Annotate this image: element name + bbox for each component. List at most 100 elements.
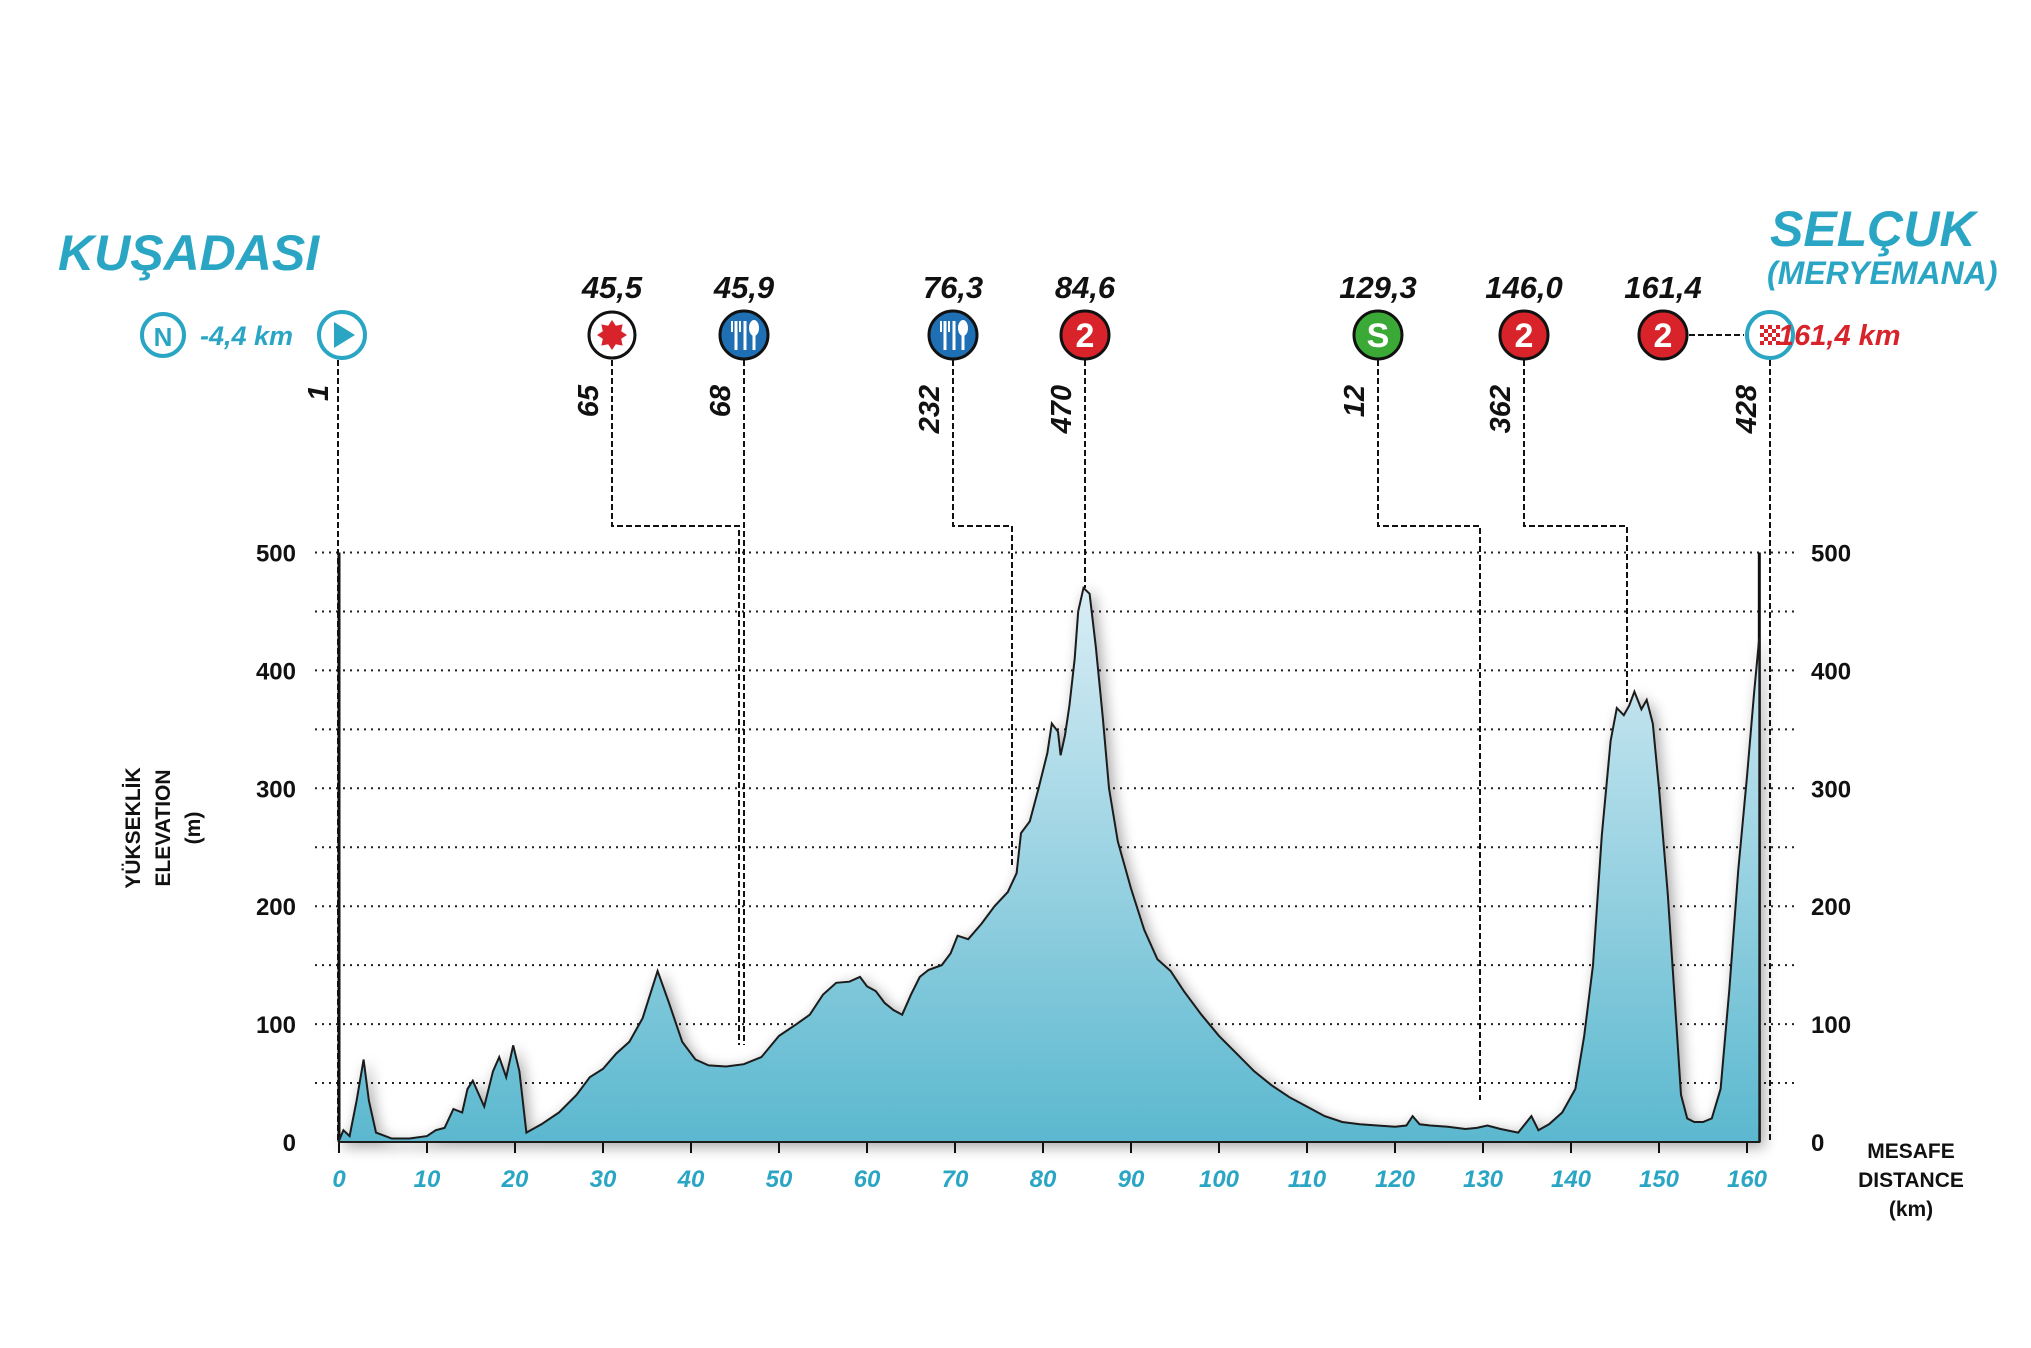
markers: 1 45,5 65 45,9 68 76,3 232 2 84,6 470 S 129,3 12 2 146… [303,270,1795,1142]
y-tick-label-left: 100 [256,1012,296,1039]
play-triangle [334,322,355,348]
start-altitude-label: 1 [303,385,335,401]
checker-square [1776,333,1780,337]
kom-cat2-icon: 2 [1059,309,1111,361]
neutral-distance: -4,4 km [200,321,293,351]
x-tick-label: 80 [1030,1166,1057,1193]
y-axis-right: 0 100 200 300 400 500 [1811,541,1851,1158]
spoon-bowl [958,320,968,336]
y-tick-label-right: 300 [1811,776,1851,803]
checker-square [1760,333,1764,337]
badge-circle [1059,309,1111,361]
kom2-leader-line [1523,360,1628,702]
y-tick-label-right: 0 [1811,1130,1824,1157]
feed-zone-icon [718,309,770,361]
kom-cat2-icon: 2 [1637,309,1689,361]
feed1-km-label: 45,9 [713,270,775,305]
finish-icon [1745,310,1795,360]
y-tick-label-right: 100 [1811,1012,1851,1039]
kom1-km-label: 84,6 [1055,270,1116,305]
spoon-bowl [749,320,759,336]
start-city: KUŞADASI [58,225,320,281]
x-tick-label: 40 [677,1166,705,1193]
checker-square [1760,341,1764,345]
badge-circle [1498,309,1550,361]
x-axis-title-line3: (km) [1889,1198,1933,1221]
checker-square [1776,325,1780,329]
intermediate-sprint-icon: S [1352,309,1404,361]
feed-zone-icon [927,309,979,361]
x-tick-label: 90 [1118,1166,1145,1193]
x-tick-label: 140 [1551,1166,1592,1193]
sprint-leader-line [1377,360,1481,1100]
start-icon [317,310,367,360]
x-tick-label: 160 [1727,1166,1768,1193]
badge-circle [1637,309,1689,361]
kom2-km-label: 146,0 [1485,270,1563,305]
x-tick-label: 120 [1375,1166,1416,1193]
x-tick-label: 60 [854,1166,881,1193]
checker-square [1768,341,1772,345]
checker-square [1764,337,1768,341]
y-tick-label-left: 300 [256,776,296,803]
bonus-km-label: 45,5 [581,270,643,305]
x-tick-label: 20 [501,1166,529,1193]
checker-square [1772,337,1776,341]
y-tick-label-right: 400 [1811,658,1851,685]
badge-symbol: S [1367,317,1390,355]
bonus-leader-line [611,360,740,1045]
finish-altitude-label: 428 [1731,384,1763,434]
kom3-km-label: 161,4 [1624,270,1702,305]
neutral-symbol: N [154,322,173,352]
starburst [597,320,627,350]
kom2-altitude-label: 362 [1485,385,1517,433]
x-tick-label: 30 [590,1166,617,1193]
checker-square [1760,325,1764,329]
neutral-start: N -4,4 km [140,312,293,358]
finish-city: SELÇUK [1770,201,1979,257]
bonus-altitude-label: 65 [573,384,605,417]
y-tick-label-left: 200 [256,894,296,921]
x-axis-title-line2: DISTANCE [1858,1169,1964,1192]
x-tick-label: 100 [1199,1166,1240,1193]
x-tick-label: 130 [1463,1166,1504,1193]
checker-square [1776,341,1780,345]
feed2-altitude-label: 232 [914,385,946,434]
x-tick-label: 10 [414,1166,441,1193]
grid [315,551,1795,1085]
checker-square [1764,329,1768,333]
feed2-leader-line [952,360,1013,865]
y-axis-title: YÜKSEKLİK ELEVATION (m) [122,767,205,888]
sprint-altitude-label: 12 [1339,385,1371,417]
y-axis-left: 0 100 200 300 400 500 [256,541,296,1158]
y-tick-label-right: 500 [1811,541,1851,568]
x-axis-title-line1: MESAFE [1867,1140,1955,1163]
checker-square [1768,333,1772,337]
y-tick-label-left: 0 [283,1130,296,1157]
badge-circle [1352,309,1404,361]
badge-symbol: 2 [1515,317,1534,355]
checker-square [1772,329,1776,333]
sprint-km-label: 129,3 [1339,270,1417,305]
x-tick-label: 150 [1639,1166,1680,1193]
neutral-icon [140,312,186,358]
x-tick-label: 110 [1288,1166,1327,1193]
badge-symbol: 2 [1076,317,1095,355]
checker-square [1768,325,1772,329]
y-axis-title-line3: (m) [182,812,205,845]
badge-symbol: 2 [1654,317,1673,355]
feed1-altitude-label: 68 [705,384,737,417]
y-tick-label-left: 400 [256,658,296,685]
y-axis-title-line2: ELEVATION [152,769,175,886]
bonus-sprint-icon [587,310,637,360]
x-tick-label: 50 [766,1166,793,1193]
kom-cat2-icon: 2 [1498,309,1550,361]
y-tick-label-right: 200 [1811,894,1851,921]
finish-city-subtitle: (MERYEMANA) [1767,255,1998,291]
x-axis-title: MESAFE DISTANCE (km) [1858,1140,1964,1221]
y-tick-label-left: 500 [256,541,296,568]
finish-distance: 161,4 km [1778,320,1901,352]
y-axis-title-line1: YÜKSEKLİK [122,767,145,888]
kom1-altitude-label: 470 [1046,385,1078,434]
